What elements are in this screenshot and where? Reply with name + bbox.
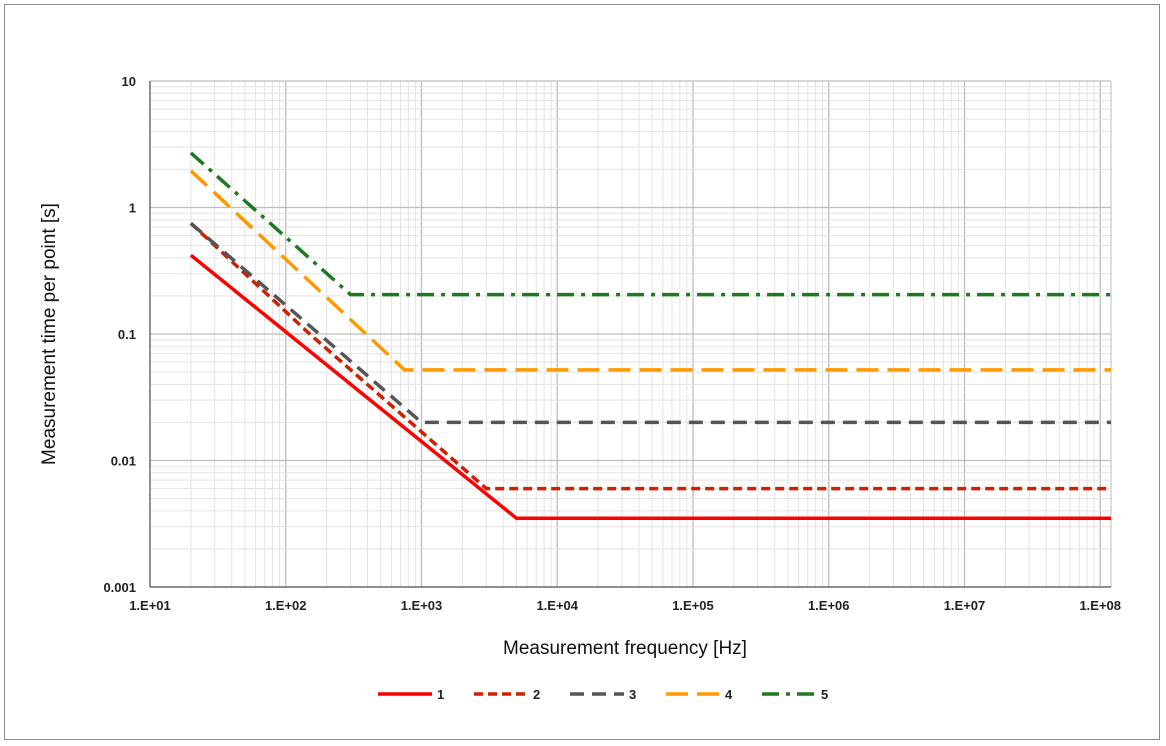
x-tick-label: 1.E+05 [672,598,714,613]
legend-label-2: 2 [533,687,540,702]
axis-layer: 1.E+01 1.E+02 1.E+03 1.E+04 1.E+05 1.E+06 1.E+… [103,74,1121,613]
legend-label-5: 5 [821,687,828,702]
x-tick-label: 1.E+04 [536,598,578,613]
legend-label-4: 4 [725,687,733,702]
y-tick-label: 1 [129,201,136,216]
y-axis-title: Measurement time per point [s] [39,203,60,465]
series-line-3 [189,221,1111,425]
y-tick-label: 10 [122,74,136,89]
x-tick-label: 1.E+02 [265,598,307,613]
x-tick-label: 1.E+08 [1079,598,1121,613]
legend-label-3: 3 [629,687,636,702]
x-tick-label: 1.E+07 [944,598,986,613]
legend: 1 2 3 4 5 [378,687,828,702]
x-axis-title: Measurement frequency [Hz] [503,638,747,659]
series-line-2 [189,222,1111,491]
x-tick-label: 1.E+06 [808,598,850,613]
series-line-1 [189,253,1111,520]
y-tick-label: 0.01 [111,454,136,469]
legend-label-1: 1 [437,687,444,702]
series-layer [189,151,1111,520]
series-line-5 [189,151,1111,297]
y-tick-label: 0.1 [118,327,136,342]
x-tick-label: 1.E+01 [129,598,171,613]
x-tick-label: 1.E+03 [401,598,443,613]
series-line-4 [189,169,1111,372]
grid-layer [149,80,1112,588]
y-tick-label: 0.001 [103,580,136,595]
